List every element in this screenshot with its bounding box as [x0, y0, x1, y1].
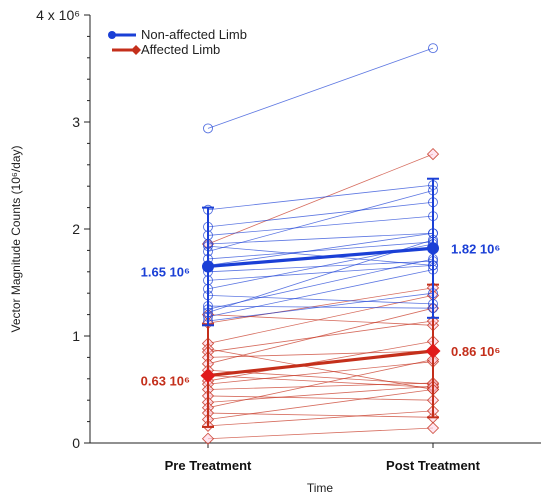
y-axis-title: Vector Magnitude Counts (10⁶/day) — [9, 145, 23, 332]
individual-line — [207, 359, 434, 409]
legend-label: Non-affected Limb — [141, 27, 247, 42]
individual-line — [207, 232, 434, 245]
individual-line — [207, 410, 434, 427]
individual-line — [207, 258, 434, 310]
mean-point — [425, 343, 441, 359]
individual-lines — [201, 43, 440, 445]
x-tick-label: Post Treatment — [386, 458, 481, 473]
individual-line — [207, 241, 434, 260]
individual-line — [207, 348, 434, 390]
individual-line — [207, 340, 434, 382]
individual-line — [207, 361, 434, 385]
individual-line — [207, 320, 434, 353]
individual-line — [207, 190, 434, 252]
mean-point — [202, 260, 214, 273]
individual-line — [207, 382, 434, 390]
mean-label: 1.65 10⁶ — [141, 264, 190, 279]
mean-line — [207, 246, 434, 269]
individual-point — [428, 43, 438, 54]
legend-label: Affected Limb — [141, 42, 220, 57]
mean-line — [207, 349, 434, 378]
individual-line — [207, 395, 434, 401]
x-axis-title: Time — [307, 481, 334, 495]
mean-label: 0.86 10⁶ — [451, 344, 500, 359]
x-tick-label: Pre Treatment — [165, 458, 252, 473]
axes: 0 1 2 3 4 x 10⁶ Pre Treatment Post Treatment Ti… — [9, 7, 541, 495]
mean-label: 1.82 10⁶ — [451, 241, 500, 256]
individual-line — [207, 350, 434, 358]
labels: 0.63 10⁶ 0.86 10⁶ 1.65 10⁶ 1.82 10⁶ — [141, 241, 501, 388]
y-tick-label: 0 — [72, 435, 80, 451]
y-tick-label: 2 — [72, 221, 80, 237]
individual-line — [207, 47, 434, 129]
mean-point — [200, 368, 216, 384]
individual-line — [207, 287, 434, 324]
individual-line — [207, 294, 434, 344]
individual-line — [207, 412, 434, 418]
mean-point — [427, 242, 439, 255]
y-tick-label: 3 — [72, 114, 80, 130]
individual-point — [203, 123, 213, 134]
individual-line — [207, 427, 434, 440]
individual-line — [207, 389, 434, 420]
y-tick-label: 4 x 10⁶ — [36, 7, 80, 23]
mean-label: 0.63 10⁶ — [141, 374, 190, 389]
individual-line — [207, 201, 434, 228]
individual-line — [207, 184, 434, 211]
individual-point — [201, 432, 215, 445]
individual-line — [207, 232, 434, 266]
individual-point — [426, 421, 440, 435]
individual-line — [207, 375, 434, 388]
individual-point — [426, 147, 440, 161]
individual-line — [207, 292, 434, 322]
legend-marker — [108, 31, 116, 39]
legend-marker — [131, 45, 141, 55]
individual-line — [207, 215, 434, 236]
y-tick-label: 1 — [72, 328, 80, 344]
individual-line — [207, 269, 434, 318]
individual-line — [207, 294, 434, 305]
individual-line — [207, 264, 434, 281]
individual-line — [207, 307, 434, 365]
individual-line — [207, 153, 434, 245]
mean-lines — [200, 177, 441, 428]
